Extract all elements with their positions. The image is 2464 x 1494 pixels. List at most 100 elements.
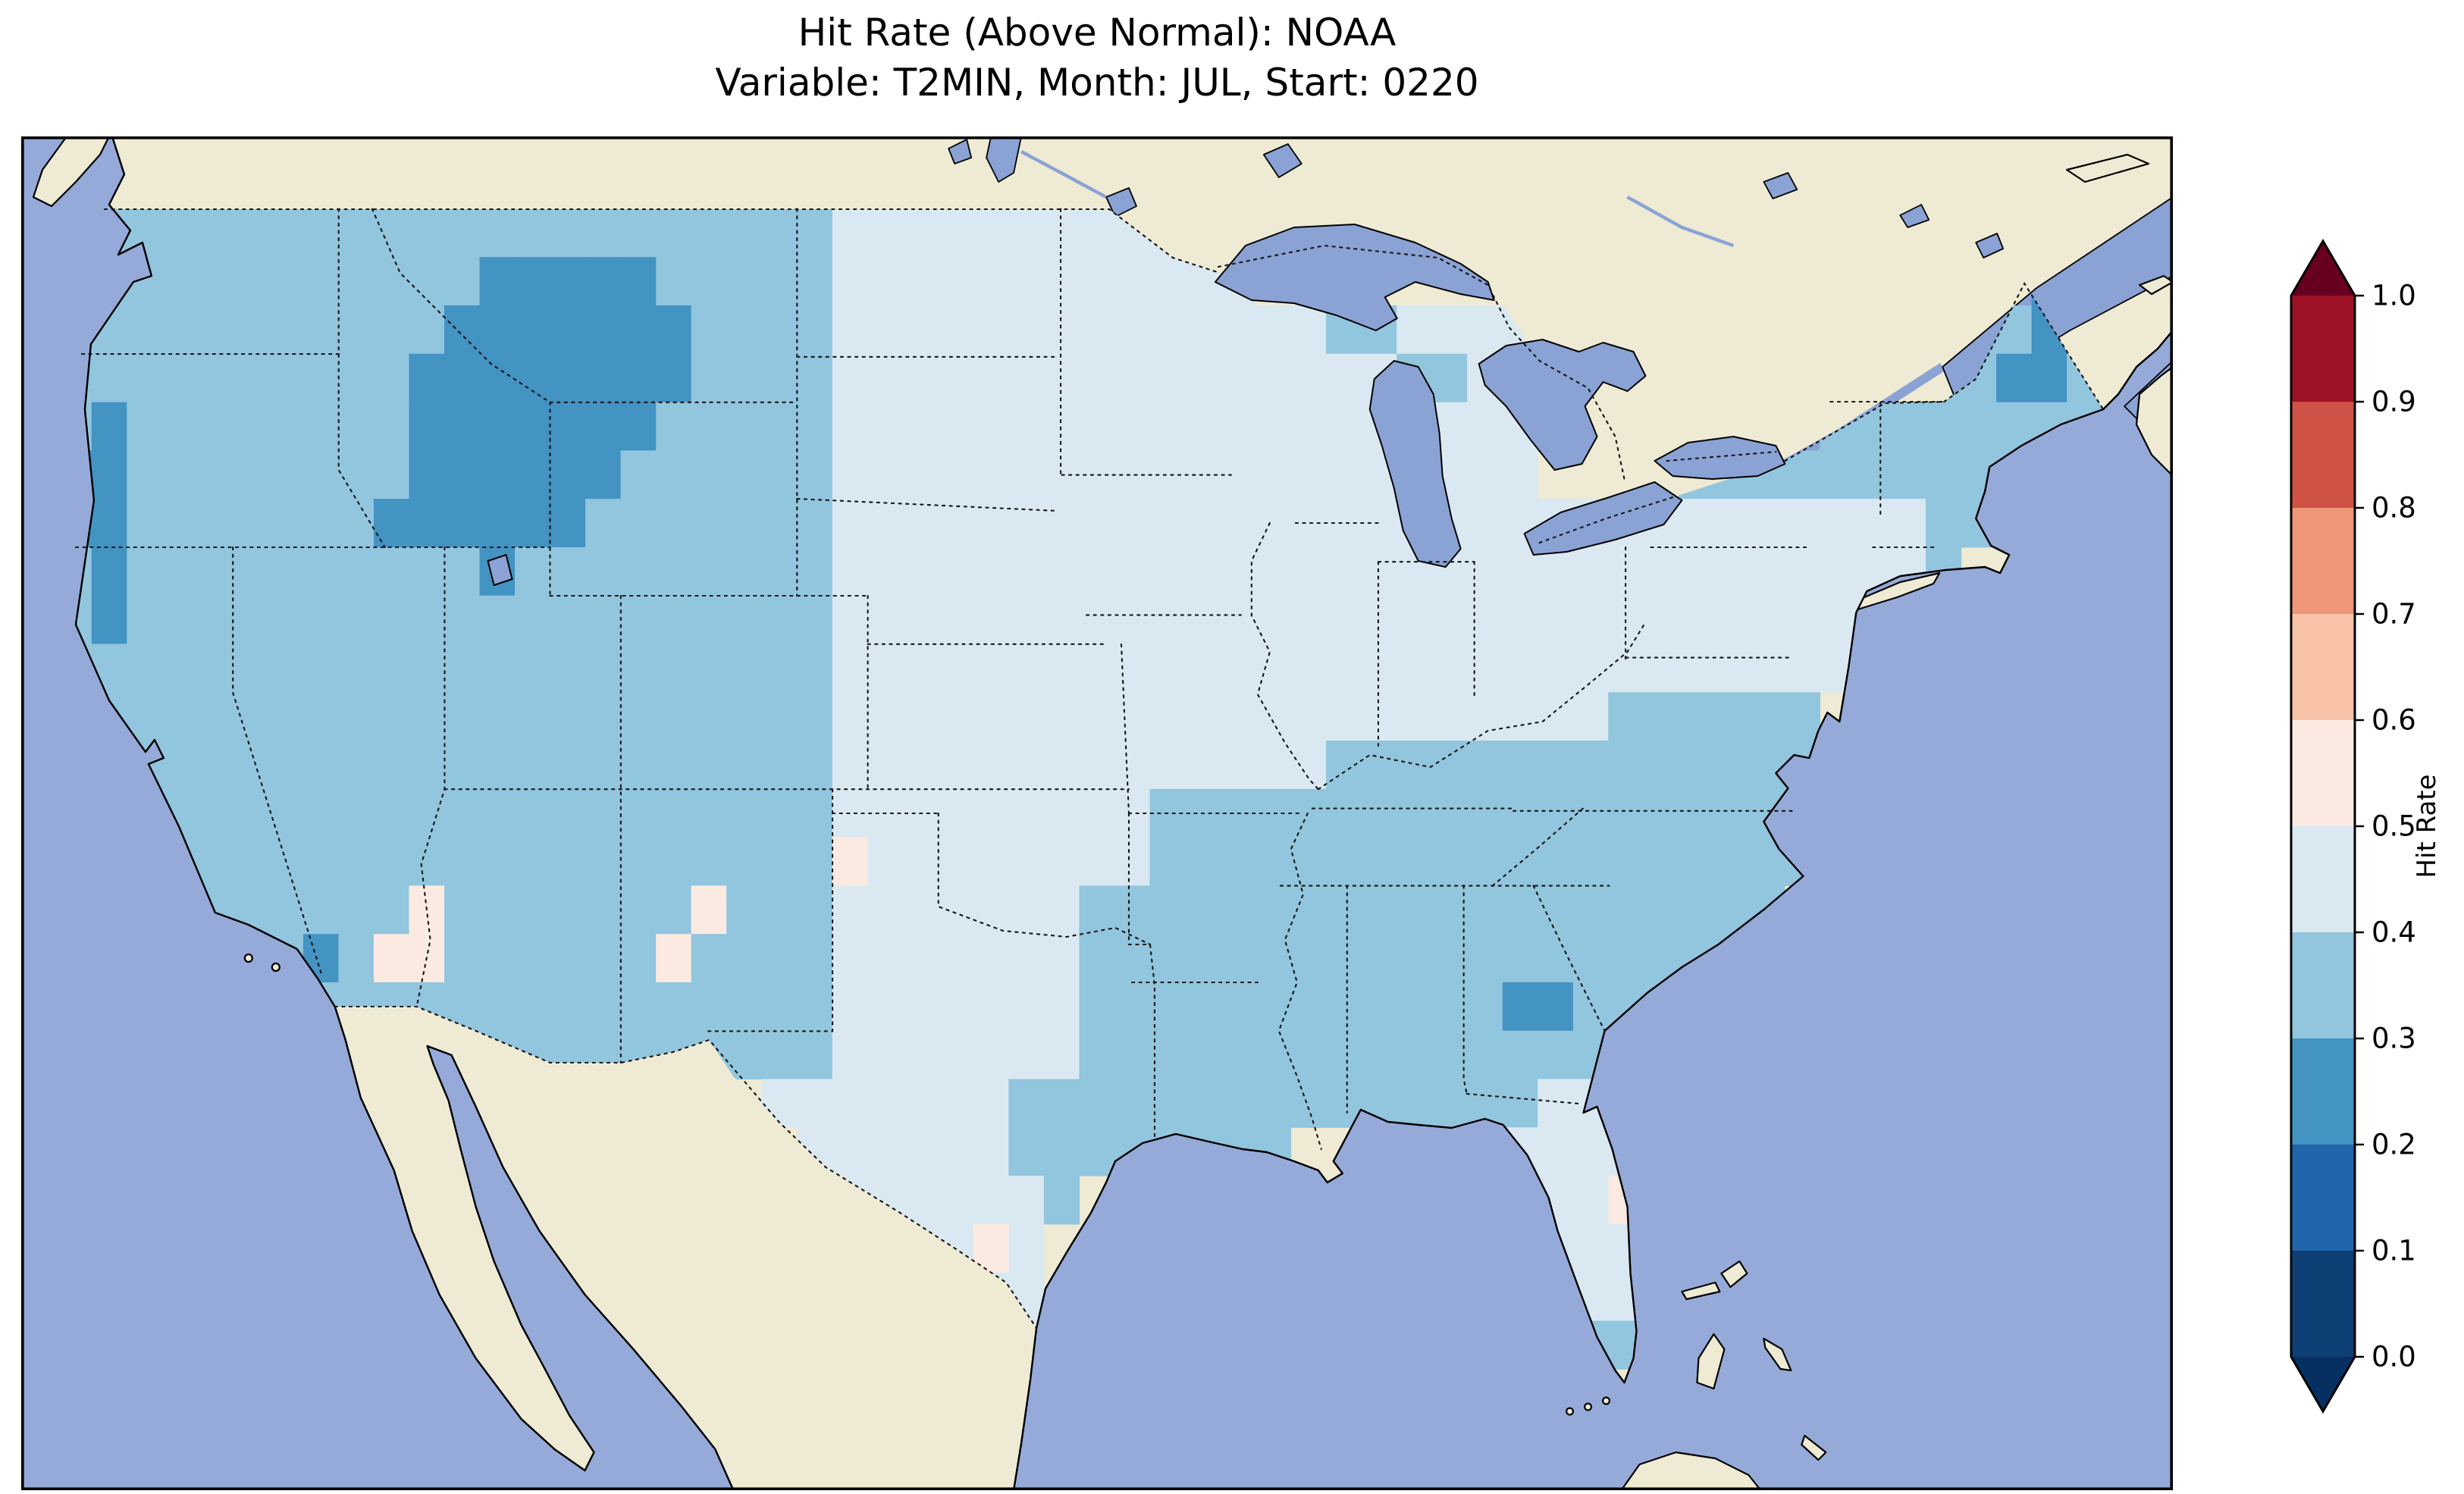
grid-cell: [479, 305, 516, 355]
grid-cell: [1361, 982, 1397, 1032]
grid-cell: [691, 547, 727, 597]
grid-cell: [867, 837, 904, 886]
grid-cell: [832, 692, 868, 741]
grid-cell: [409, 692, 445, 741]
prince-edward-island: [2138, 274, 2173, 296]
grid-cell: [1008, 1030, 1045, 1080]
grid-cell: [197, 402, 234, 451]
grid-cell: [1854, 450, 1892, 500]
grid-cell: [902, 885, 939, 935]
grid-cell: [938, 692, 974, 741]
grid-cell: [515, 644, 551, 693]
grid-cell: [1149, 837, 1186, 886]
cuba: [1620, 1451, 1762, 1490]
grid-cell: [479, 788, 516, 838]
grid-cell: [1431, 837, 1468, 886]
grid-cell: [1502, 982, 1538, 1032]
grid-cell: [620, 305, 657, 355]
grid-cell: [973, 1127, 1009, 1176]
grid-cell: [832, 1079, 868, 1128]
grid-cell: [797, 788, 833, 838]
grid-cell: [1643, 885, 1679, 935]
grid-cell: [761, 450, 798, 500]
grid-cell: [832, 1127, 868, 1176]
grid-cell: [232, 595, 268, 645]
grid-cell: [832, 885, 868, 935]
andros: [1696, 1333, 1726, 1390]
abaco: [1720, 1260, 1748, 1289]
grid-cell: [409, 208, 445, 258]
grid-cell: [1643, 741, 1679, 790]
grid-cell: [1538, 595, 1574, 645]
grid-cell: [691, 305, 727, 355]
colorbar-tick-label: 0.5: [2372, 810, 2416, 843]
grid-cell: [1149, 353, 1186, 403]
grid-cell: [161, 595, 198, 645]
grid-cell: [1256, 692, 1292, 741]
grid-cell: [832, 934, 868, 983]
grid-cell: [1538, 788, 1574, 838]
grid-cell: [726, 595, 763, 645]
grid-cell: [761, 644, 798, 693]
grid-cell: [1926, 450, 1962, 500]
grid-cell: [585, 692, 622, 741]
grid-cell: [1713, 547, 1751, 597]
grid-cell: [1290, 402, 1327, 451]
grid-cell: [1890, 450, 1926, 500]
grid-cell: [691, 257, 727, 306]
grid-cell: [726, 257, 763, 306]
grid-cell: [585, 885, 622, 935]
grid-cell: [1256, 402, 1292, 451]
grid-cell: [1008, 499, 1045, 548]
grid-cell: [338, 595, 375, 645]
grid-cell: [1256, 450, 1292, 500]
grid-cell: [902, 692, 939, 741]
grid-cell: [797, 450, 833, 500]
grid-cell: [1008, 788, 1045, 838]
grid-cell: [515, 982, 551, 1032]
grid-cell: [1397, 305, 1433, 355]
grid-cell: [444, 257, 481, 306]
grid-cell: [1290, 644, 1327, 693]
grid-cell: [550, 402, 586, 451]
grid-cell: [973, 595, 1009, 645]
grid-cell: [550, 499, 586, 548]
grid-cell: [1467, 741, 1503, 790]
grid-cell: [973, 982, 1009, 1032]
grid-cell: [409, 257, 445, 306]
grid-cell: [726, 305, 763, 355]
grid-cell: [902, 402, 939, 451]
grid-cell: [91, 402, 127, 451]
grid-cell: [303, 208, 340, 258]
grid-cell: [1079, 885, 1115, 935]
grid-cell: [303, 788, 340, 838]
grid-cell: [550, 741, 586, 790]
grid-cell: [1608, 692, 1644, 741]
grid-cell: [1361, 499, 1397, 548]
grid-cell: [1572, 837, 1609, 886]
grid-cell: [938, 644, 974, 693]
lake-erie: [1523, 481, 1683, 556]
grid-cell: [938, 499, 974, 548]
grid-cell: [515, 837, 551, 886]
grid-cell: [1397, 982, 1433, 1032]
grid-cell: [1326, 885, 1362, 935]
grid-cell: [1467, 692, 1503, 741]
grid-cell: [479, 450, 516, 500]
grid-cell: [1679, 499, 1715, 548]
grid-cell: [585, 644, 622, 693]
grid-cell: [902, 499, 939, 548]
grid-cell: [867, 257, 904, 306]
grid-cell: [1502, 788, 1538, 838]
grid-cell: [1326, 353, 1362, 403]
grid-cell: [1397, 741, 1433, 790]
grid-cell: [1256, 499, 1292, 548]
grid-cell: [550, 934, 586, 983]
grid-cell: [832, 402, 868, 451]
grid-cell: [585, 257, 622, 306]
grid-cell: [479, 595, 516, 645]
colorbar-tick-label: 0.6: [2372, 704, 2416, 737]
grid-cell: [479, 885, 516, 935]
grid-cell: [867, 450, 904, 500]
grid-cell: [1008, 644, 1045, 693]
